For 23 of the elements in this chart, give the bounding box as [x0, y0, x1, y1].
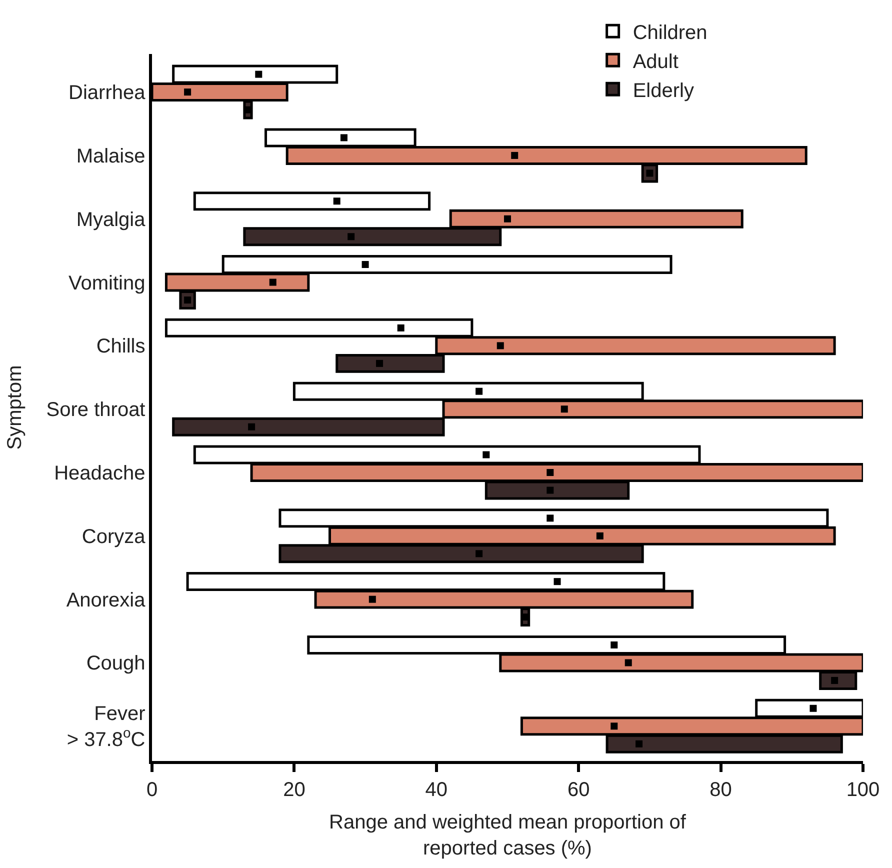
y-tick-label: Fever > 37.8$^{o}$C	[66, 703, 146, 752]
x-tick-label: 100	[846, 778, 880, 801]
y-tick-label: Cough	[86, 652, 146, 675]
y-tick-label: Diarrhea	[68, 82, 146, 104]
x-tick-label: 0	[146, 778, 158, 801]
x-axis-title: Range and weighted mean proportion of reported cases (%)	[329, 811, 686, 860]
x-tick-label: 40	[425, 778, 448, 801]
x-tick-label: 20	[283, 778, 306, 801]
legend-label: Adult	[632, 50, 679, 73]
y-tick-label: Malaise	[76, 145, 146, 168]
legend-label: Children	[632, 22, 708, 44]
y-tick-label: Sore throat	[46, 399, 146, 422]
legend-label: Elderly	[632, 80, 694, 102]
y-tick-label: Anorexia	[66, 589, 146, 612]
y-axis-title: Symptom	[4, 365, 26, 450]
y-tick-label: Vomiting	[68, 272, 146, 294]
y-tick-label: Coryza	[82, 526, 146, 548]
bar	[193, 192, 431, 211]
x-tick-label: 80	[710, 778, 732, 801]
y-tick-label: Headache	[54, 462, 146, 484]
y-tick-label: Myalgia	[76, 208, 146, 231]
x-tick-label: 60	[567, 778, 590, 801]
y-tick-label: Chills	[96, 336, 146, 358]
